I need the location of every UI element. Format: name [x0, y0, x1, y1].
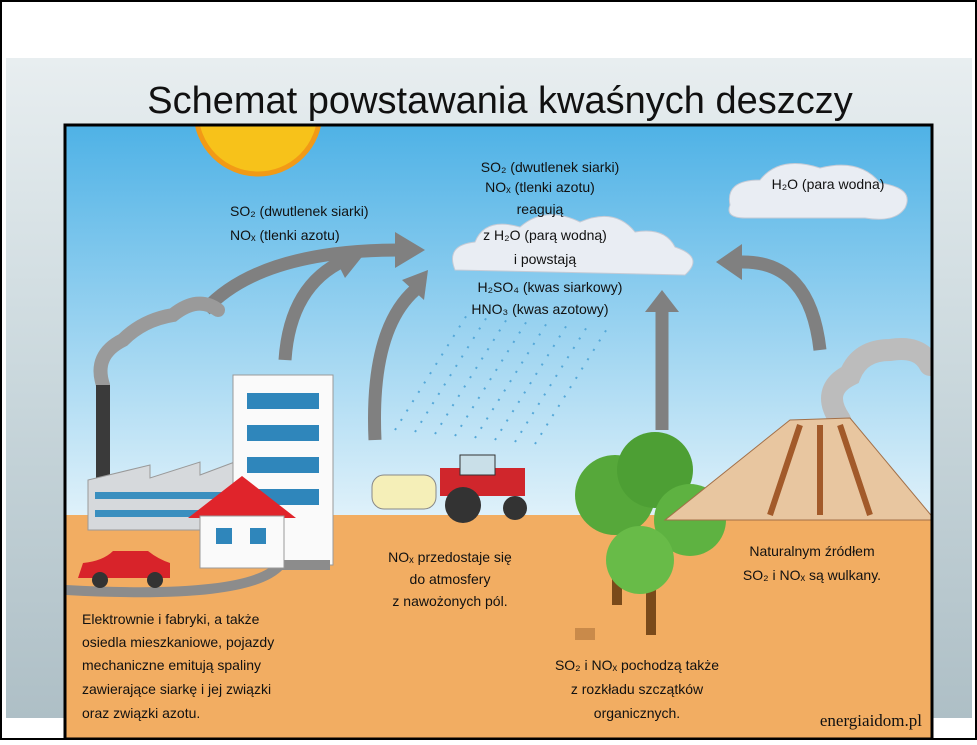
label: Elektrownie i fabryki, a także: [82, 611, 260, 627]
label: reagują: [517, 201, 564, 217]
tractor-cab: [460, 455, 495, 475]
window: [250, 528, 266, 544]
label: H₂SO₄ (kwas siarkowy): [478, 279, 623, 295]
house: [200, 516, 284, 568]
slide: Schemat powstawania kwaśnych deszczy: [0, 0, 977, 740]
label: z H₂O (parą wodną): [483, 227, 607, 243]
label: zawierające siarkę i jej związki: [82, 681, 271, 697]
label: SO₂ i NOₓ są wulkany.: [743, 567, 881, 583]
wheel: [147, 572, 163, 588]
stump: [575, 628, 595, 640]
label: Naturalnym źródłem: [749, 543, 874, 559]
label: NOₓ (tlenki azotu): [230, 227, 340, 243]
illustration: SO₂ (dwutlenek siarki) NOₓ (tlenki azotu…: [66, 50, 935, 740]
window: [247, 457, 319, 473]
tree: [606, 526, 674, 594]
window: [247, 425, 319, 441]
label: SO₂ i NOₓ pochodzą także: [555, 657, 719, 673]
wheel: [445, 487, 481, 523]
tank-trailer: [372, 475, 436, 509]
label: NOₓ przedostaje się: [388, 549, 512, 565]
label: SO₂ (dwutlenek siarki): [481, 159, 619, 175]
label: SO₂ (dwutlenek siarki): [230, 203, 368, 219]
wheel: [503, 496, 527, 520]
label: osiedla mieszkaniowe, pojazdy: [82, 634, 274, 650]
label: organicznych.: [594, 705, 680, 721]
label: oraz związki azotu.: [82, 705, 200, 721]
wheel: [92, 572, 108, 588]
window: [216, 528, 232, 544]
label: H₂O (para wodna): [772, 176, 885, 192]
label: z nawożonych pól.: [392, 593, 507, 609]
label: NOₓ (tlenki azotu): [485, 179, 595, 195]
source: energiaidom.pl: [820, 711, 922, 730]
slide-title: Schemat powstawania kwaśnych deszczy: [147, 80, 852, 122]
label: do atmosfery: [410, 571, 491, 587]
label: z rozkładu szczątków: [571, 681, 704, 697]
chimney: [96, 385, 110, 485]
window: [247, 393, 319, 409]
factory-stripe: [95, 492, 230, 499]
page: Schemat powstawania kwaśnych deszczy: [0, 0, 977, 740]
label: HNO₃ (kwas azotowy): [471, 301, 608, 317]
label: mechaniczne emitują spaliny: [82, 657, 261, 673]
label: i powstają: [514, 251, 576, 267]
